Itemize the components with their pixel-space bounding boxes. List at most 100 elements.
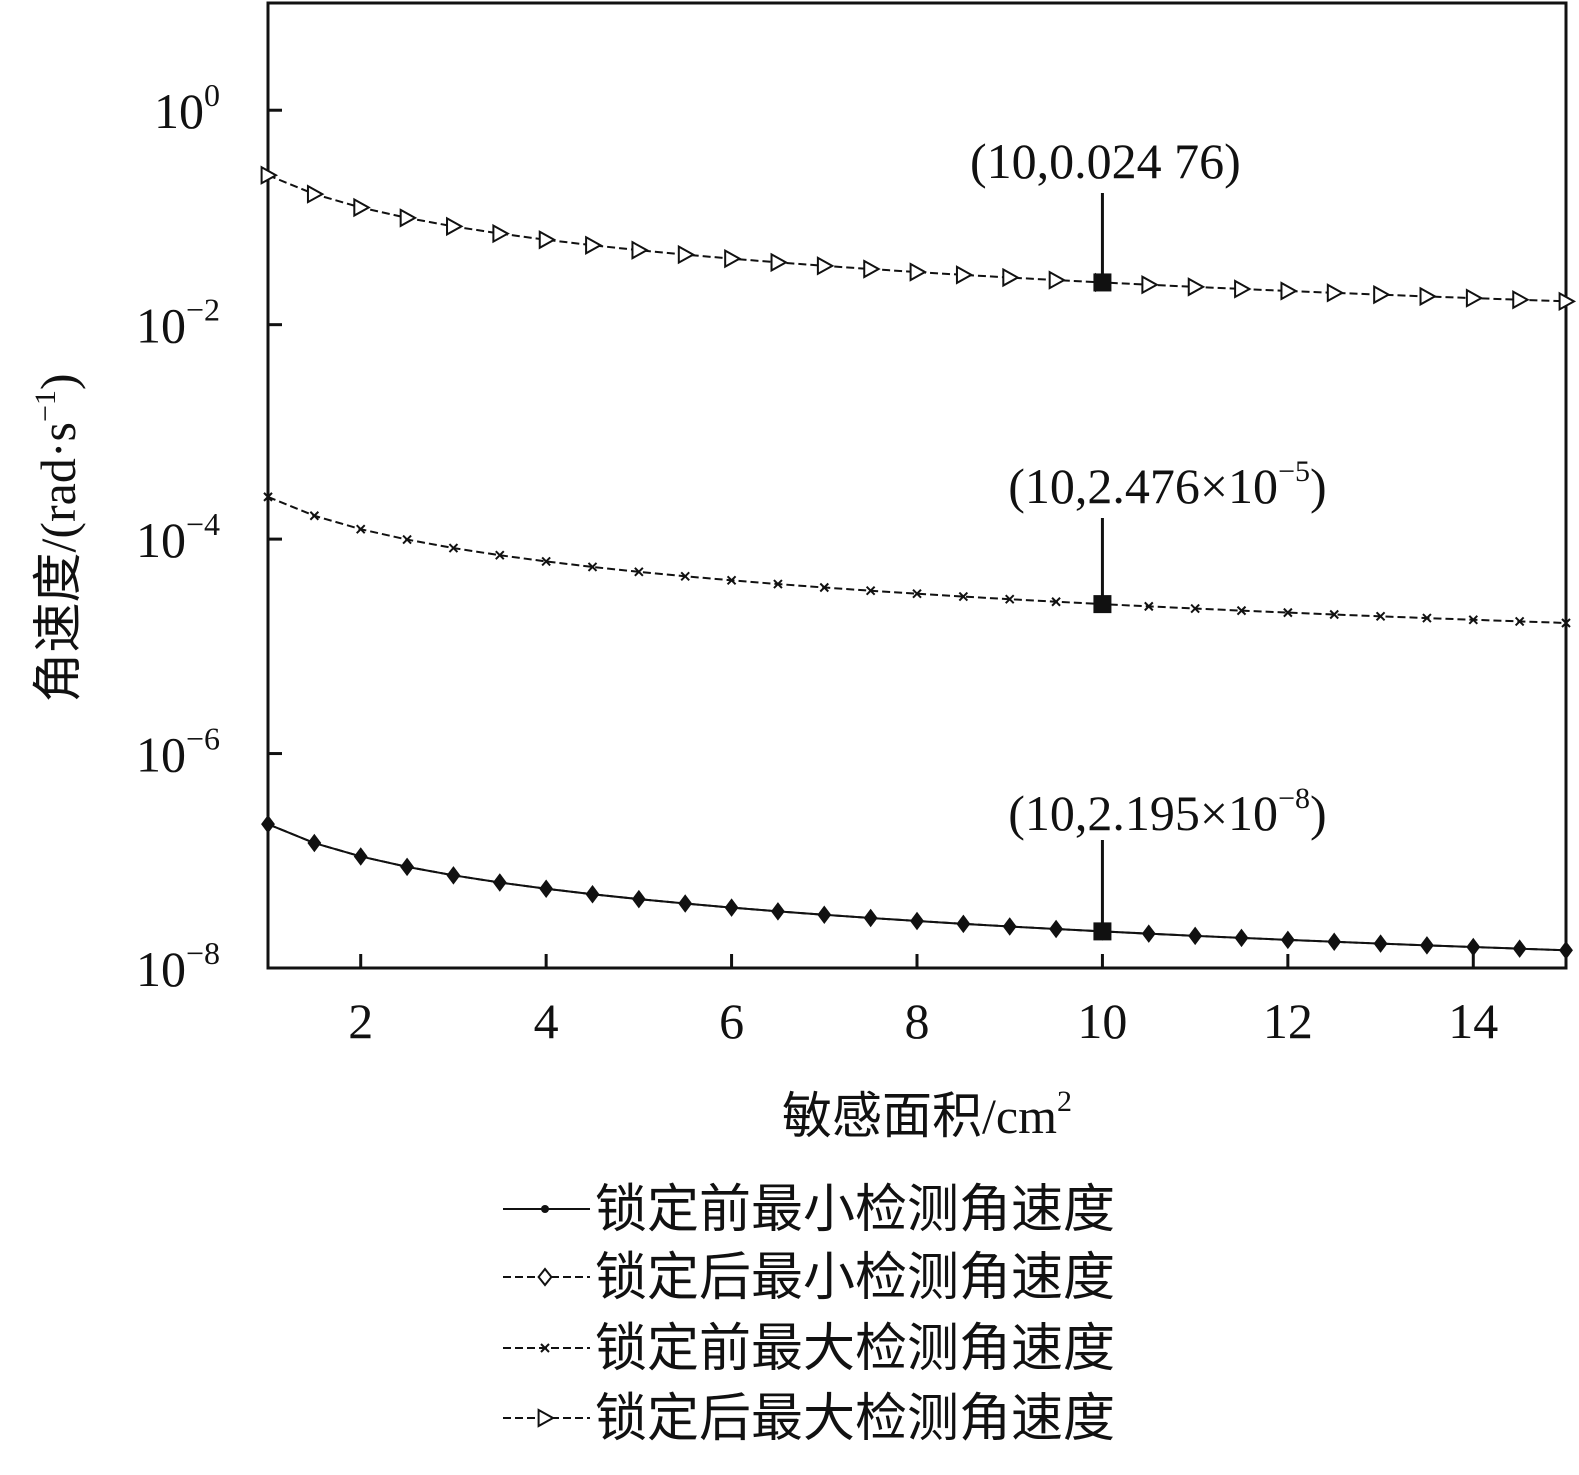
data-point	[955, 265, 974, 285]
data-point	[1005, 594, 1015, 604]
data-point	[585, 235, 603, 255]
data-point	[816, 256, 835, 276]
legend-marker	[540, 1343, 550, 1353]
data-point	[402, 534, 412, 545]
data-point	[724, 898, 739, 917]
data-point	[958, 591, 969, 602]
x-tick-label: 8	[905, 993, 930, 1049]
data-point	[1280, 281, 1298, 301]
data-point	[1326, 283, 1345, 303]
data-point	[539, 879, 554, 898]
data-point	[680, 571, 690, 581]
data-point	[956, 914, 971, 934]
legend-label: 锁定前最小检测角速度	[595, 1182, 1115, 1239]
x-tick-label: 2	[348, 993, 373, 1049]
data-point	[912, 589, 922, 599]
data-point	[724, 248, 742, 269]
x-tick-label: 6	[719, 993, 744, 1049]
data-point	[495, 550, 505, 560]
data-point	[1468, 615, 1478, 625]
data-point	[261, 814, 275, 834]
data-point	[260, 165, 279, 185]
data-point	[1512, 290, 1530, 310]
data-point	[400, 857, 415, 877]
data-point	[1327, 932, 1342, 952]
data-point	[1559, 941, 1573, 960]
data-point	[770, 252, 788, 273]
data-point	[1187, 277, 1206, 297]
legend-label: 锁定后最大检测角速度	[595, 1391, 1115, 1448]
data-point	[1049, 919, 1064, 939]
data-point	[1234, 928, 1249, 948]
data-point	[587, 562, 598, 572]
data-point	[631, 889, 646, 909]
data-point	[306, 184, 325, 204]
data-point	[1141, 275, 1159, 295]
legend-item: 锁定后最小检测角速度	[503, 1250, 1115, 1307]
data-point	[585, 884, 600, 904]
data-point	[1141, 924, 1156, 943]
annotation-label: (10,0.024 76)	[970, 133, 1241, 189]
data-point	[1514, 616, 1525, 627]
legend-label: 锁定后最小检测角速度	[595, 1250, 1115, 1307]
data-point	[1144, 601, 1154, 612]
x-tick-label: 12	[1263, 993, 1313, 1049]
data-point	[263, 492, 273, 502]
plot-frame	[266, 1, 1568, 970]
x-axis-label: 敏感面积/cm2	[782, 1085, 1072, 1144]
data-point	[1188, 926, 1203, 946]
data-point	[309, 511, 320, 521]
y-tick-label: 10−2	[136, 292, 220, 354]
data-point	[1422, 613, 1432, 623]
legend-label: 锁定前最大检测角速度	[595, 1321, 1115, 1378]
y-tick-label: 10−4	[136, 506, 220, 568]
legend-marker	[541, 1205, 549, 1213]
legend-marker	[537, 1408, 556, 1428]
data-point	[446, 866, 461, 885]
data-point	[1512, 939, 1527, 958]
data-point	[1280, 930, 1295, 950]
data-point	[677, 244, 696, 265]
annotation-point	[1093, 273, 1112, 292]
data-point	[541, 556, 551, 567]
data-point	[1558, 291, 1577, 312]
legend-item: 锁定前最大检测角速度	[503, 1321, 1115, 1378]
legend-item: 锁定后最大检测角速度	[503, 1391, 1115, 1448]
data-point	[819, 582, 829, 593]
data-point	[399, 208, 418, 228]
x-axis-ticks: 2 4 6 8 10 12 14	[348, 954, 1498, 1049]
data-point	[726, 575, 737, 586]
plot-area	[266, 1, 1568, 970]
data-point	[353, 847, 368, 866]
series-1	[264, 820, 1570, 955]
series-line	[267, 174, 1567, 303]
x-tick-label: 14	[1448, 993, 1498, 1049]
data-point	[1234, 279, 1252, 299]
legend-marker	[537, 1267, 553, 1287]
data-point	[909, 262, 928, 282]
data-point	[1002, 267, 1020, 288]
y-tick-label: 10−6	[136, 721, 220, 783]
data-point	[1466, 937, 1481, 957]
data-point	[1373, 934, 1388, 953]
data-point	[1283, 607, 1293, 618]
y-axis-ticks: 100 10−2 10−4 10−6 10−8	[136, 77, 282, 997]
data-point	[865, 586, 876, 596]
y-tick-label: 10−8	[136, 935, 220, 997]
data-point	[910, 911, 924, 931]
data-point	[678, 894, 693, 913]
annotation-point	[1093, 922, 1112, 941]
x-tick-label: 10	[1077, 993, 1127, 1049]
data-point	[1048, 270, 1067, 290]
data-point	[631, 240, 649, 260]
data-point	[817, 905, 832, 925]
data-point	[770, 902, 785, 921]
data-point	[634, 567, 644, 577]
data-point	[1373, 284, 1391, 305]
annotation-label: (10,2.476×10−5)	[1008, 455, 1326, 514]
data-point	[492, 873, 507, 892]
series-2	[261, 814, 1573, 960]
legend-item: 锁定前最小检测角速度	[503, 1182, 1115, 1239]
data-point	[1002, 917, 1017, 936]
